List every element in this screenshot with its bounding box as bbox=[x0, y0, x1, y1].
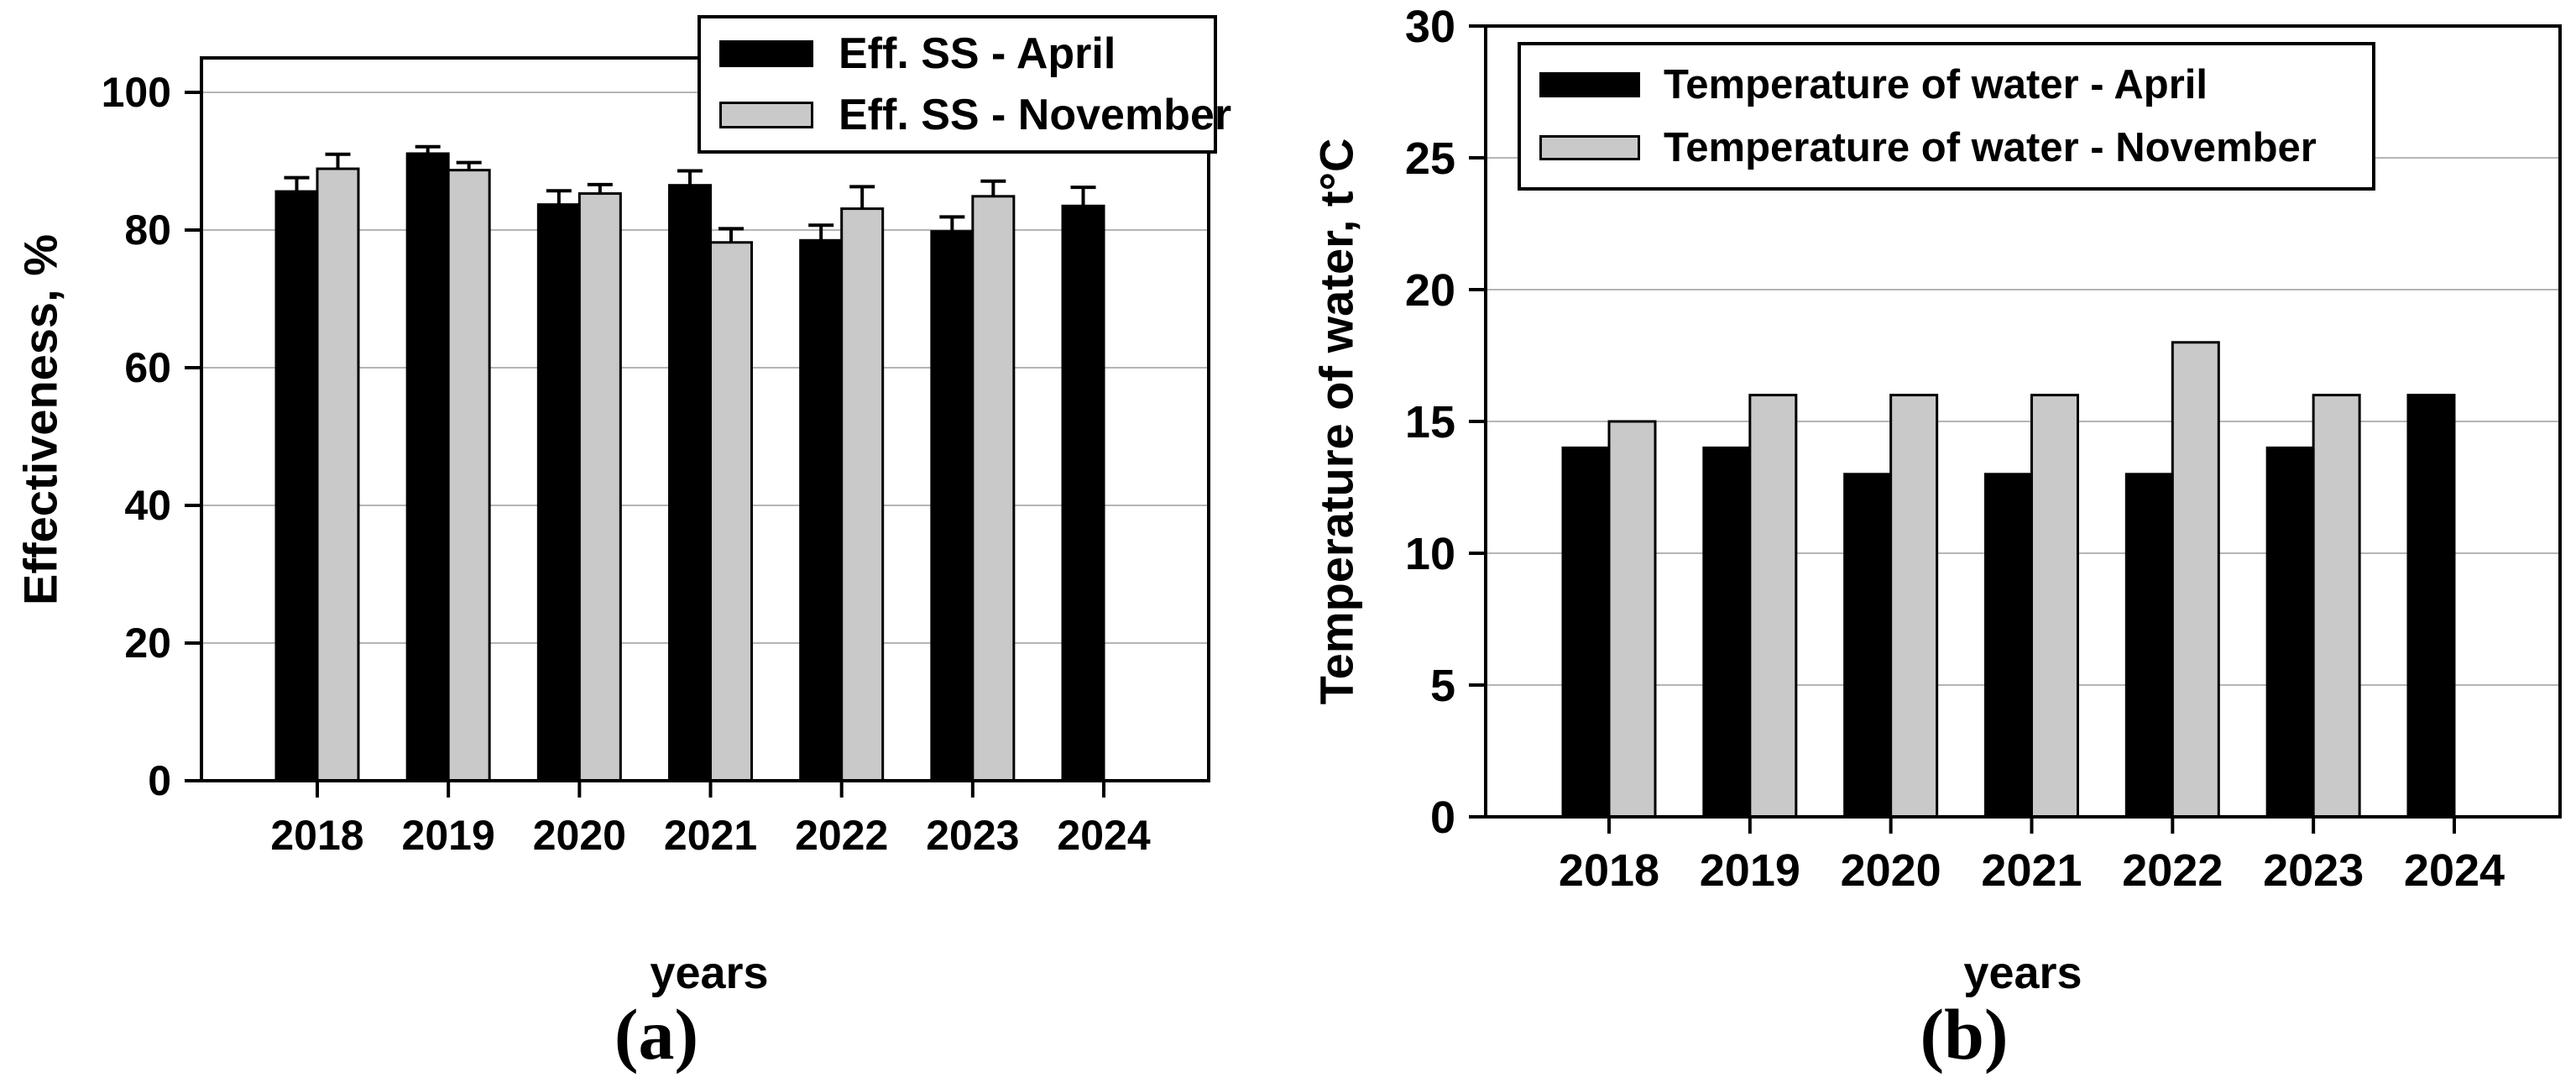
legend-label: Temperature of water - November bbox=[1664, 125, 2317, 170]
panel-a-x-axis-label: years bbox=[650, 948, 769, 998]
x-tick-label: 2021 bbox=[664, 812, 757, 859]
y-tick-label: 80 bbox=[124, 207, 171, 254]
bar-2022-april bbox=[799, 238, 844, 782]
x-tick-label: 2019 bbox=[402, 812, 495, 859]
bar-2019-november bbox=[1748, 394, 1798, 819]
x-tick-label: 2021 bbox=[1981, 845, 2082, 896]
y-tick-label: 20 bbox=[1405, 265, 1455, 316]
bar-2022-april bbox=[2124, 473, 2174, 819]
x-tick-label: 2023 bbox=[926, 812, 1019, 859]
x-tick-label: 2020 bbox=[1841, 845, 1941, 896]
bar-2021-april bbox=[668, 184, 713, 782]
x-tick-label: 2023 bbox=[2263, 845, 2364, 896]
bar-2024-april bbox=[1061, 204, 1105, 782]
panel-b-legend: Temperature of water - April Temperature… bbox=[1518, 42, 2375, 191]
x-tick-label: 2024 bbox=[1057, 812, 1150, 859]
legend-swatch-november bbox=[719, 101, 813, 128]
legend-label: Eff. SS - November bbox=[839, 90, 1232, 139]
y-tick-label: 5 bbox=[1430, 661, 1455, 711]
y-tick-label: 15 bbox=[1405, 397, 1455, 447]
bar-2020-april bbox=[536, 203, 581, 782]
bar-2023-november bbox=[2312, 394, 2361, 819]
legend-row: Temperature of water - November bbox=[1521, 124, 2372, 171]
bar-2022-november bbox=[840, 207, 885, 782]
x-tick-label: 2022 bbox=[2122, 845, 2223, 896]
bar-2018-november bbox=[1607, 420, 1657, 819]
x-tick-label: 2022 bbox=[795, 812, 888, 859]
legend-swatch-april bbox=[1539, 72, 1640, 97]
y-tick-label: 30 bbox=[1405, 2, 1455, 52]
x-tick-label: 2018 bbox=[1559, 845, 1659, 896]
panel-b-caption: (b) bbox=[1920, 994, 2009, 1075]
bar-2020-november bbox=[1889, 394, 1939, 819]
x-tick-label: 2018 bbox=[270, 812, 363, 859]
legend-swatch-november bbox=[1539, 135, 1640, 160]
legend-row: Eff. SS - November bbox=[701, 90, 1231, 140]
y-tick-label: 60 bbox=[124, 344, 171, 391]
legend-label: Eff. SS - April bbox=[839, 29, 1116, 79]
bar-2021-november bbox=[709, 241, 754, 782]
bar-2024-april bbox=[2406, 394, 2456, 819]
bar-2019-april bbox=[405, 152, 450, 782]
x-tick-label: 2020 bbox=[533, 812, 626, 859]
x-tick-label: 2019 bbox=[1700, 845, 1800, 896]
x-tick-label: 2024 bbox=[2404, 845, 2505, 896]
y-tick-label: 10 bbox=[1405, 529, 1455, 579]
bar-2021-april bbox=[1983, 473, 2033, 819]
bar-2023-november bbox=[971, 195, 1016, 782]
bar-2023-april bbox=[930, 230, 974, 782]
bar-2022-november bbox=[2171, 341, 2220, 819]
y-tick-label: 0 bbox=[148, 757, 171, 804]
panel-a-caption: (a) bbox=[614, 994, 699, 1075]
panel-a-legend: Eff. SS - April Eff. SS - November bbox=[698, 15, 1231, 154]
bar-2021-november bbox=[2030, 394, 2079, 819]
panel-a-y-axis-label: Effectiveness, % bbox=[13, 234, 67, 605]
legend-row: Temperature of water - April bbox=[1521, 61, 2372, 108]
y-tick-label: 40 bbox=[124, 482, 171, 529]
legend-swatch-april bbox=[719, 40, 813, 68]
y-tick-label: 100 bbox=[102, 69, 171, 116]
legend-row: Eff. SS - April bbox=[701, 29, 1214, 79]
bar-2020-november bbox=[577, 192, 622, 782]
bar-2019-april bbox=[1702, 446, 1752, 819]
y-tick-label: 20 bbox=[124, 620, 171, 667]
bar-2018-april bbox=[274, 190, 319, 782]
bar-2019-november bbox=[447, 169, 491, 782]
bar-2020-april bbox=[1843, 473, 1893, 819]
bar-2018-april bbox=[1561, 446, 1611, 819]
y-tick-label: 0 bbox=[1430, 792, 1455, 843]
panel-b-y-axis-label: Temperature of water, t°C bbox=[1309, 138, 1363, 705]
y-tick-label: 25 bbox=[1405, 133, 1455, 184]
legend-label: Temperature of water - April bbox=[1664, 62, 2208, 107]
panel-b-x-axis-label: years bbox=[1963, 948, 2082, 998]
bar-2018-november bbox=[316, 167, 360, 782]
bar-2023-april bbox=[2265, 446, 2315, 819]
